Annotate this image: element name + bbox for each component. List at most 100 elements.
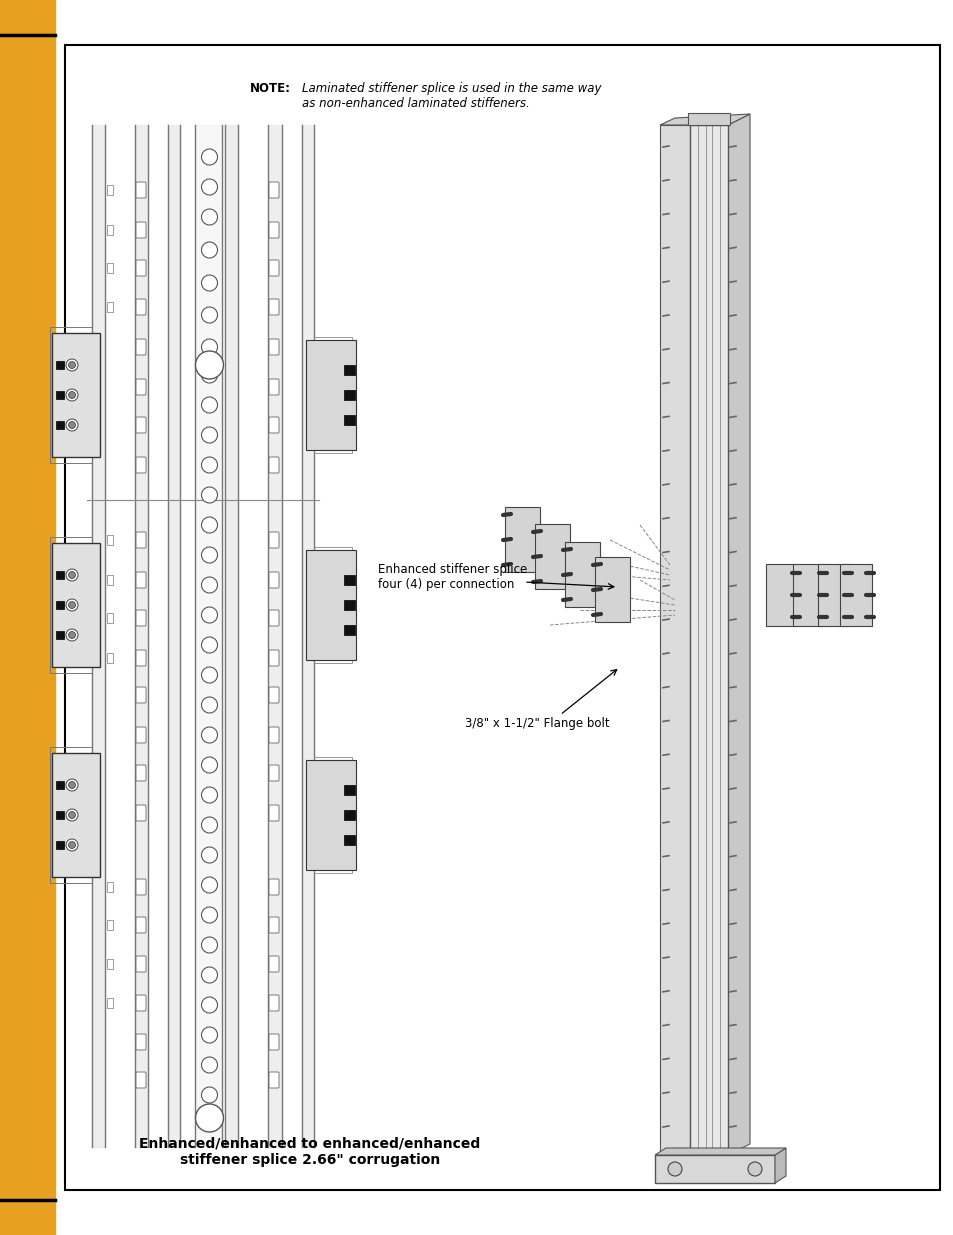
Circle shape [195,1104,223,1132]
FancyBboxPatch shape [269,956,278,972]
FancyBboxPatch shape [136,764,146,781]
FancyBboxPatch shape [269,532,278,548]
Bar [107,998,112,1008]
Circle shape [66,629,78,641]
Text: Enhanced/enhanced to enhanced/enhanced
stiffener splice 2.66" corrugation: Enhanced/enhanced to enhanced/enhanced s… [139,1136,480,1167]
FancyBboxPatch shape [269,805,278,821]
Circle shape [69,631,75,638]
Circle shape [667,1162,681,1176]
Bar [107,263,112,273]
FancyBboxPatch shape [269,182,278,198]
Bar [817,564,849,626]
Bar [306,760,355,869]
Bar [107,303,112,312]
FancyBboxPatch shape [269,222,278,238]
Circle shape [201,877,217,893]
Bar [56,571,64,579]
FancyBboxPatch shape [136,687,146,703]
FancyBboxPatch shape [136,879,146,895]
FancyBboxPatch shape [136,338,146,354]
Circle shape [201,367,217,383]
FancyBboxPatch shape [269,572,278,588]
Bar [56,631,64,638]
Circle shape [201,427,217,443]
FancyBboxPatch shape [136,532,146,548]
Bar [52,543,100,667]
Polygon shape [727,114,749,1155]
Circle shape [66,839,78,851]
Bar [0,0,55,1235]
Circle shape [201,1028,217,1044]
Text: NOTE:: NOTE: [250,82,291,95]
Bar [56,601,64,609]
Text: Laminated stiffener splice is used in the same way
as non-enhanced laminated sti: Laminated stiffener splice is used in th… [302,82,601,110]
FancyBboxPatch shape [136,457,146,473]
Circle shape [201,457,217,473]
Bar [50,537,91,673]
Circle shape [201,637,217,653]
Circle shape [201,847,217,863]
Text: Enhanced stiffener splice
four (4) per connection: Enhanced stiffener splice four (4) per c… [377,563,527,592]
FancyBboxPatch shape [136,299,146,315]
Bar [314,337,352,453]
FancyBboxPatch shape [269,1034,278,1050]
Bar [107,653,112,663]
FancyBboxPatch shape [269,379,278,395]
Bar [689,125,727,1155]
Circle shape [201,667,217,683]
Circle shape [69,782,75,788]
Bar [344,785,355,795]
FancyBboxPatch shape [269,879,278,895]
FancyBboxPatch shape [136,572,146,588]
Polygon shape [655,1149,785,1155]
Circle shape [201,577,217,593]
FancyBboxPatch shape [269,610,278,626]
Bar [107,576,112,585]
Bar [344,810,355,820]
FancyBboxPatch shape [136,727,146,743]
FancyBboxPatch shape [269,650,278,666]
Bar [56,841,64,848]
Bar [564,542,599,606]
Circle shape [201,727,217,743]
Circle shape [201,396,217,412]
Circle shape [201,967,217,983]
Bar [107,882,112,892]
Circle shape [201,906,217,923]
Bar [314,757,352,873]
Circle shape [195,351,223,379]
Circle shape [69,572,75,578]
FancyBboxPatch shape [269,727,278,743]
FancyBboxPatch shape [136,261,146,275]
Circle shape [201,547,217,563]
Bar [344,625,355,635]
Bar [107,613,112,622]
Circle shape [201,487,217,503]
Polygon shape [774,1149,785,1183]
Bar [792,564,824,626]
Circle shape [201,787,217,803]
Circle shape [66,389,78,401]
Bar [107,225,112,235]
Bar [56,781,64,789]
Circle shape [66,359,78,370]
Bar [535,524,569,589]
Bar [655,1155,774,1183]
Bar [56,361,64,369]
Circle shape [201,997,217,1013]
Bar [52,753,100,877]
Bar [344,576,355,585]
FancyBboxPatch shape [136,1072,146,1088]
Circle shape [201,818,217,832]
FancyBboxPatch shape [269,764,278,781]
Bar [687,112,729,125]
FancyBboxPatch shape [136,222,146,238]
Circle shape [201,242,217,258]
Bar [344,390,355,400]
Circle shape [201,338,217,354]
Bar [107,920,112,930]
Circle shape [66,779,78,790]
FancyBboxPatch shape [269,261,278,275]
Bar [107,960,112,969]
Bar [56,391,64,399]
